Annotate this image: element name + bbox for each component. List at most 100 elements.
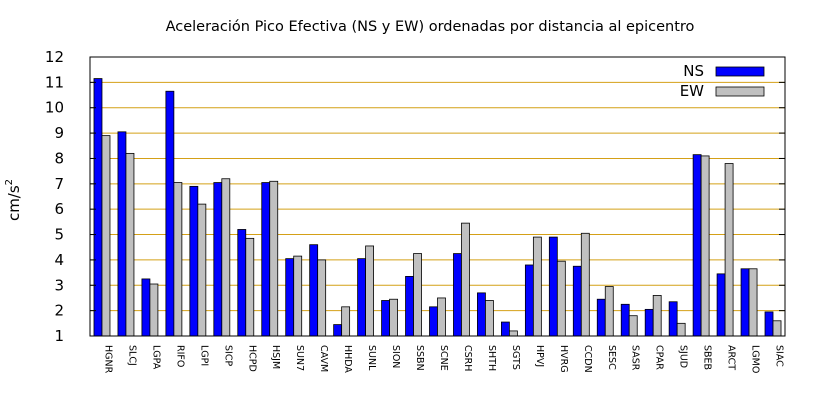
x-tick-label: HVRG (558, 345, 569, 373)
x-tick-label: SSBN (414, 345, 425, 371)
bar-ns (620, 303, 630, 337)
bar-ew (700, 155, 710, 337)
x-tick-label: CSRH (462, 345, 473, 371)
bar-ew (485, 300, 494, 337)
bar-ew (101, 135, 111, 337)
x-tick-label: RIFO (174, 345, 185, 367)
x-tick-label: SBEB (702, 345, 713, 370)
x-tick-label: SLCJ (126, 345, 137, 366)
x-tick-label: SCNE (438, 345, 449, 371)
y-axis-label-superscript: 2 (4, 179, 15, 185)
x-tick-label: SIAC (774, 345, 785, 367)
y-tick-label: 6 (54, 200, 64, 218)
x-tick-label: LGPA (150, 345, 161, 370)
bar-ew (652, 295, 662, 337)
bar-ns (453, 253, 462, 337)
bar-ew (556, 260, 566, 337)
bar-ew (221, 178, 231, 337)
bar-ew (245, 237, 255, 337)
bar-ns (165, 90, 175, 337)
bar-ew (389, 298, 398, 337)
y-tick-label: 3 (54, 276, 64, 294)
bar-ns (189, 185, 199, 337)
bar-ew (437, 297, 446, 337)
bar-ew (580, 232, 590, 337)
bar-ew (724, 163, 734, 337)
bar-ew (317, 259, 327, 337)
y-tick-label: 5 (54, 226, 64, 244)
bar-ns (572, 265, 582, 337)
y-tick-label: 9 (54, 124, 64, 142)
chart-title: Aceleración Pico Efectiva (NS y EW) orde… (166, 19, 695, 35)
y-tick-label: 7 (54, 175, 64, 193)
bar-ns (500, 321, 510, 337)
legend: NS EW (680, 62, 765, 100)
x-tick-label: CCDN (582, 345, 593, 373)
bar-ns (740, 268, 750, 337)
x-tick-label: HCPD (246, 345, 257, 372)
bar-ns (668, 301, 678, 337)
bar-ns (117, 131, 127, 337)
x-tick-label: LGPI (198, 345, 209, 366)
bar-ns (716, 273, 726, 337)
y-tick-label: 11 (45, 73, 64, 91)
x-tick-label: CPAR (654, 345, 665, 370)
bars (93, 78, 782, 337)
bar-ew (173, 182, 183, 337)
legend-swatch (715, 86, 765, 97)
x-tick-label: SGTS (510, 345, 521, 370)
bar-ew (149, 283, 159, 337)
bar-ns (333, 324, 343, 337)
legend-label: NS (683, 62, 704, 80)
bar-ew (508, 330, 518, 337)
x-tick-label: SASR (630, 345, 641, 371)
bar-ns (357, 258, 367, 337)
x-tick-label: SION (390, 345, 401, 368)
x-tick-label: LGMO (750, 345, 761, 373)
bar-ew (532, 236, 542, 337)
bar-ns (213, 182, 223, 337)
y-tick-label: 2 (54, 302, 64, 320)
bar-ns (429, 306, 438, 337)
y-tick-label: 12 (45, 48, 64, 66)
bar-ew (676, 322, 686, 337)
x-tick-label: HHDA (342, 345, 353, 373)
bar-ns (141, 278, 151, 337)
bar-ew (772, 320, 782, 337)
x-tick-label: SJUD (678, 345, 689, 368)
x-tick-label: HPVJ (534, 345, 545, 367)
x-tick-label: SICP (222, 345, 233, 366)
bar-ew (197, 203, 207, 337)
legend-label: EW (680, 82, 704, 100)
y-tick-label: 4 (54, 251, 64, 269)
y-tick-label: 1 (54, 327, 64, 345)
bar-ns (261, 182, 271, 337)
bar-ns (692, 154, 702, 337)
bar-ns (285, 258, 295, 337)
bar-ew (269, 180, 279, 337)
legend-swatch (715, 66, 765, 77)
bar-ew (628, 315, 638, 337)
bar-ns (405, 275, 414, 337)
bar-ew (293, 255, 303, 337)
x-tick-label: ARCT (726, 345, 737, 370)
bar-ew (125, 152, 135, 337)
bar-ew (604, 286, 614, 337)
bar-ew (748, 268, 758, 337)
bar-ew (461, 222, 470, 337)
y-tick-label: 10 (45, 99, 64, 117)
y-axis-label: cm/s2 (4, 179, 23, 221)
x-tick-label: SESC (606, 345, 617, 370)
bar-ns (477, 292, 486, 337)
bar-ns (596, 298, 606, 337)
y-tick-label: 8 (54, 149, 64, 167)
plot-frame (89, 56, 786, 337)
x-tick-label: HGNR (102, 345, 113, 374)
x-tick-label: SHTH (486, 345, 497, 371)
bar-ew (413, 253, 422, 337)
x-tick-label: SUN7 (294, 345, 305, 371)
bar-ns (381, 300, 390, 337)
